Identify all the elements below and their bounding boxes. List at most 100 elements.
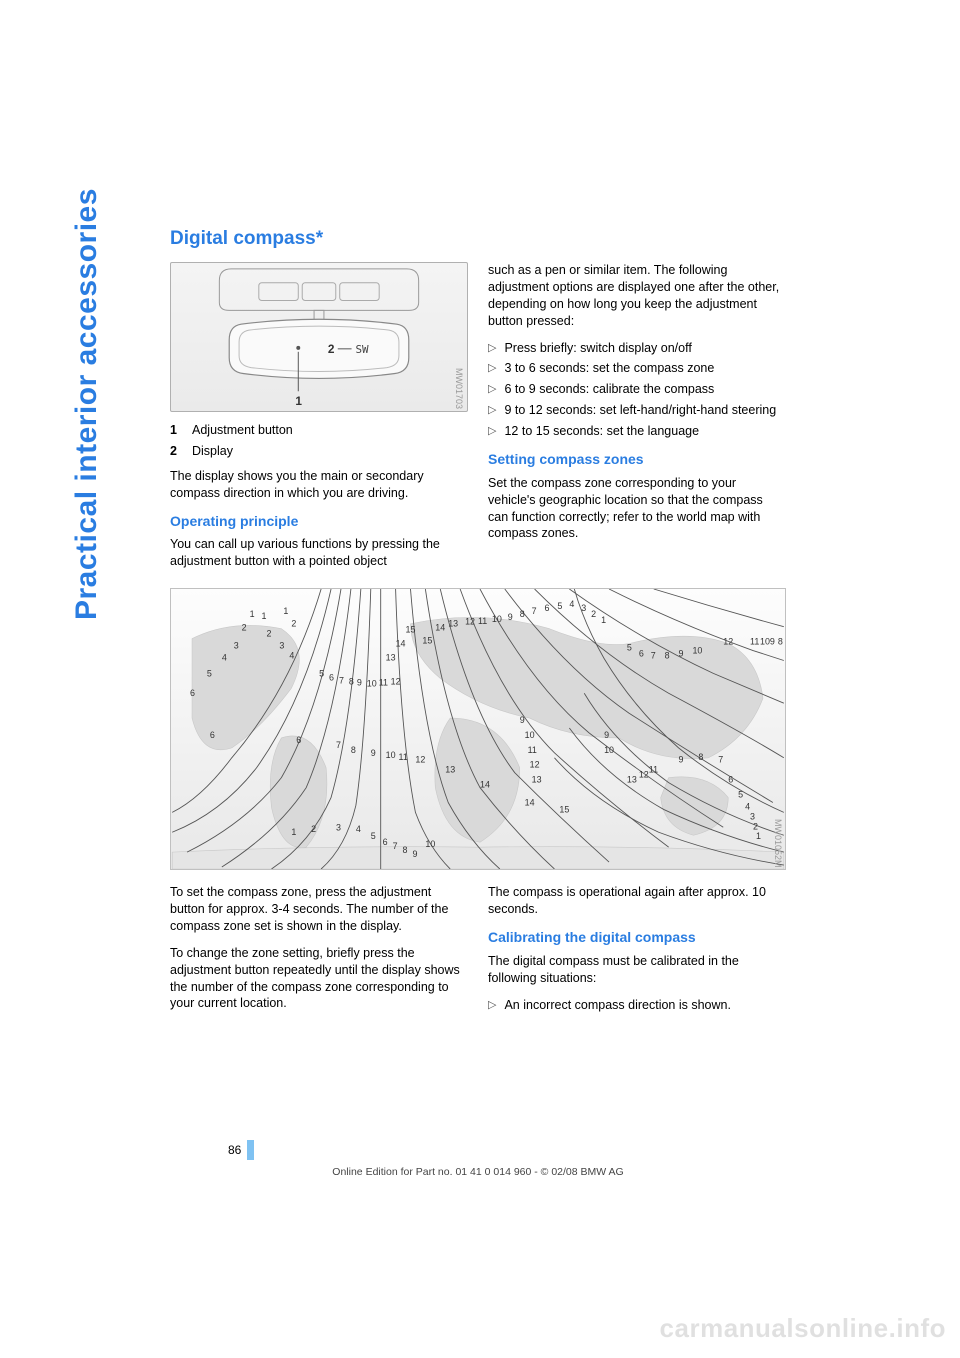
svg-text:8: 8 bbox=[778, 637, 783, 647]
svg-text:2: 2 bbox=[291, 619, 296, 629]
list-text: 9 to 12 seconds: set left-hand/right-han… bbox=[504, 402, 776, 419]
svg-text:14: 14 bbox=[396, 639, 406, 649]
svg-text:7: 7 bbox=[336, 740, 341, 750]
fig1-label-2: 2 bbox=[328, 342, 335, 356]
svg-text:6: 6 bbox=[728, 775, 733, 785]
body-text: The digital compass must be calibrated i… bbox=[488, 953, 786, 987]
svg-text:13: 13 bbox=[448, 619, 458, 629]
list-item: ▷Press briefly: switch display on/off bbox=[488, 340, 786, 357]
heading-calibrating: Calibrating the digital compass bbox=[488, 928, 786, 947]
page-number-bar bbox=[247, 1140, 254, 1160]
body-text: The compass is operational again after a… bbox=[488, 884, 786, 918]
svg-text:4: 4 bbox=[356, 824, 361, 834]
svg-text:15: 15 bbox=[406, 625, 416, 635]
svg-text:11: 11 bbox=[528, 745, 537, 755]
svg-text:5: 5 bbox=[371, 831, 376, 841]
svg-text:7: 7 bbox=[532, 606, 537, 616]
calib-list: ▷ An incorrect compass direction is shown… bbox=[488, 997, 786, 1014]
svg-text:1: 1 bbox=[283, 606, 288, 616]
svg-text:5: 5 bbox=[738, 790, 743, 800]
svg-text:7: 7 bbox=[339, 675, 344, 685]
svg-text:5: 5 bbox=[557, 601, 562, 611]
fig1-code: MW01703 bbox=[453, 368, 465, 409]
svg-text:4: 4 bbox=[289, 651, 294, 661]
list-text: An incorrect compass direction is shown. bbox=[504, 997, 730, 1014]
svg-text:2: 2 bbox=[591, 609, 596, 619]
svg-text:10: 10 bbox=[386, 750, 396, 760]
svg-text:13: 13 bbox=[627, 775, 637, 785]
svg-text:1: 1 bbox=[250, 609, 255, 619]
svg-text:3: 3 bbox=[234, 641, 239, 651]
svg-text:8: 8 bbox=[351, 745, 356, 755]
lower-right-column: The compass is operational again after a… bbox=[488, 884, 786, 1023]
svg-text:9: 9 bbox=[770, 637, 775, 647]
svg-text:1: 1 bbox=[756, 831, 761, 841]
list-item: ▷3 to 6 seconds: set the compass zone bbox=[488, 360, 786, 377]
svg-text:8: 8 bbox=[403, 845, 408, 855]
svg-text:7: 7 bbox=[393, 841, 398, 851]
svg-text:1: 1 bbox=[601, 615, 606, 625]
page-title: Digital compass* bbox=[170, 228, 786, 250]
svg-text:3: 3 bbox=[336, 822, 341, 832]
triangle-icon: ▷ bbox=[488, 340, 496, 357]
list-item: ▷ 9 to 12 seconds: set left-hand/right-ha… bbox=[488, 402, 786, 419]
svg-text:8: 8 bbox=[665, 651, 670, 661]
triangle-icon: ▷ bbox=[488, 997, 496, 1014]
svg-text:8: 8 bbox=[698, 752, 703, 762]
svg-text:8: 8 bbox=[349, 676, 354, 686]
body-text: To change the zone setting, briefly pres… bbox=[170, 945, 468, 1013]
legend-num: 1 bbox=[170, 422, 182, 439]
svg-text:2: 2 bbox=[753, 821, 758, 831]
svg-text:9: 9 bbox=[357, 677, 362, 687]
svg-text:9: 9 bbox=[679, 755, 684, 765]
svg-text:12: 12 bbox=[415, 755, 425, 765]
legend-text: Display bbox=[192, 443, 233, 460]
legend-row: 2 Display bbox=[170, 443, 468, 460]
triangle-icon: ▷ bbox=[488, 381, 496, 398]
body-text: Set the compass zone corresponding to yo… bbox=[488, 475, 786, 543]
options-list: ▷Press briefly: switch display on/off ▷3… bbox=[488, 340, 786, 440]
svg-text:9: 9 bbox=[412, 849, 417, 859]
svg-text:12: 12 bbox=[723, 637, 733, 647]
footer-text: Online Edition for Part no. 01 41 0 014 … bbox=[170, 1166, 786, 1178]
fig2-code: MW01052M bbox=[773, 819, 783, 868]
svg-text:11: 11 bbox=[649, 765, 658, 775]
svg-text:10: 10 bbox=[367, 678, 377, 688]
svg-text:5: 5 bbox=[319, 669, 324, 679]
list-text: 3 to 6 seconds: set the compass zone bbox=[504, 360, 714, 377]
svg-text:14: 14 bbox=[435, 623, 445, 633]
list-text: 6 to 9 seconds: calibrate the compass bbox=[504, 381, 714, 398]
heading-setting: Setting compass zones bbox=[488, 450, 786, 469]
svg-text:11: 11 bbox=[478, 616, 487, 626]
fig1-label-1: 1 bbox=[295, 394, 302, 408]
lower-left-column: To set the compass zone, press the adjus… bbox=[170, 884, 468, 1023]
mirror-illustration: 2 SW 1 bbox=[171, 263, 467, 411]
triangle-icon: ▷ bbox=[488, 402, 496, 419]
svg-text:13: 13 bbox=[532, 775, 542, 785]
svg-text:4: 4 bbox=[745, 802, 750, 812]
legend-row: 1 Adjustment button bbox=[170, 422, 468, 439]
svg-text:11: 11 bbox=[750, 637, 759, 647]
figure-world-map: 6 5 4 3 2 1 2 1 3 4 2 1 5 6 7 8 9 bbox=[170, 588, 786, 870]
svg-text:5: 5 bbox=[627, 643, 632, 653]
svg-text:9: 9 bbox=[679, 649, 684, 659]
svg-text:1: 1 bbox=[262, 611, 267, 621]
list-item: ▷12 to 15 seconds: set the language bbox=[488, 423, 786, 440]
fig1-display: SW bbox=[356, 343, 370, 356]
svg-text:11: 11 bbox=[399, 752, 408, 762]
svg-text:10: 10 bbox=[760, 637, 770, 647]
body-text: To set the compass zone, press the adjus… bbox=[170, 884, 468, 935]
svg-text:3: 3 bbox=[279, 641, 284, 651]
svg-text:5: 5 bbox=[207, 669, 212, 679]
svg-text:14: 14 bbox=[480, 780, 490, 790]
page-number-wrap: 86 bbox=[228, 1140, 786, 1160]
page-footer: 86 Online Edition for Part no. 01 41 0 0… bbox=[170, 1140, 786, 1178]
lower-columns: To set the compass zone, press the adjus… bbox=[170, 884, 786, 1023]
right-column: such as a pen or similar item. The follo… bbox=[488, 262, 786, 580]
svg-text:12: 12 bbox=[465, 617, 475, 627]
page: Practical interior accessories Digital c… bbox=[0, 0, 960, 1358]
svg-text:12: 12 bbox=[391, 676, 401, 686]
svg-text:1: 1 bbox=[291, 827, 296, 837]
page-number: 86 bbox=[228, 1143, 241, 1157]
svg-text:4: 4 bbox=[569, 599, 574, 609]
